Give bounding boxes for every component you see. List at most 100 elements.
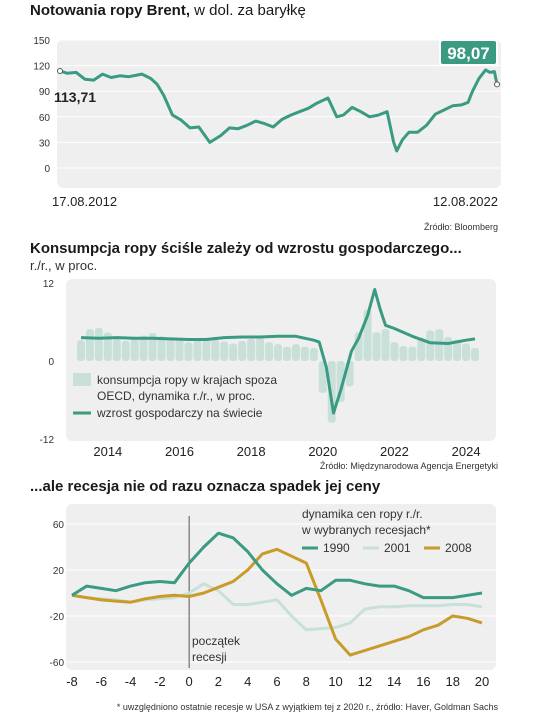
consumption-bar (175, 338, 184, 361)
chart1-title-bold: Notowania ropy Brent, (30, 2, 191, 19)
chart2-xtick-label: 2022 (380, 444, 409, 459)
x-start-label: 17.08.2012 (52, 194, 117, 209)
chart2-xtick-label: 2016 (165, 444, 194, 459)
chart3-xtick-label: 18 (445, 674, 459, 689)
brent-price-line (59, 68, 499, 153)
start-point-marker (57, 67, 63, 74)
consumption-bar (435, 329, 444, 361)
chart3-xtick-label: -4 (125, 674, 137, 689)
consumption-bar (444, 336, 453, 361)
consumption-bar (166, 339, 175, 361)
chart3-xtick-label: 14 (387, 674, 401, 689)
chart2-xtick-label: 2018 (237, 444, 266, 459)
recession-annotation-1: początek (192, 634, 241, 648)
consumption-bar (256, 337, 265, 361)
chart2-xtick-label: 2020 (308, 444, 337, 459)
chart3-ytick-label: 60 (53, 520, 65, 531)
chart1-ytick-label: 90 (39, 87, 51, 98)
chart3-xtick-label: 12 (358, 674, 372, 689)
start-value-label: 113,71 (54, 89, 96, 105)
consumption-bar (238, 340, 247, 361)
consumption-bar (300, 346, 309, 361)
chart1-ytick-label: 60 (39, 113, 51, 124)
consumption-bar (103, 332, 112, 361)
consumption-bar (148, 333, 157, 361)
chart3-xtick-label: 8 (303, 674, 310, 689)
consumption-bar (309, 348, 318, 361)
chart1-panel (57, 40, 501, 188)
chart1-title-rest: w dol. za baryłkę (190, 2, 306, 19)
chart3-ytick-label: 20 (53, 566, 65, 577)
consumption-bar (408, 346, 417, 361)
legend-2001-label: 2001 (384, 541, 411, 555)
chart3-xtick-label: -2 (154, 674, 166, 689)
consumption-bar (274, 344, 282, 361)
chart1-source: Źródło: Bloomberg (424, 222, 498, 232)
consumption-bar (247, 338, 256, 361)
consumption-bar (381, 329, 390, 361)
legend-bar-swatch (73, 373, 91, 386)
chart3-xtick-label: 20 (475, 674, 489, 689)
consumption-bar (471, 348, 480, 361)
recession-1990-line (71, 531, 483, 600)
chart3-xtick-label: 4 (244, 674, 251, 689)
end-point-marker (494, 81, 500, 88)
end-value-box (439, 39, 498, 66)
consumption-bar (211, 339, 220, 361)
legend-bar-label-1: konsumpcja ropy w krajach spoza (97, 373, 277, 387)
x-end-label: 12.08.2022 (433, 194, 498, 209)
legend-2008-label: 2008 (445, 541, 472, 555)
consumption-bar (291, 344, 300, 361)
consumption-bar (390, 342, 399, 361)
consumption-bar (265, 342, 274, 361)
chart2-ytick-label: -12 (40, 435, 55, 446)
consumption-bar (139, 335, 148, 361)
chart3-xtick-label: 6 (273, 674, 280, 689)
chart3-footnote: * uwzględniono ostatnie recesje w USA z … (117, 702, 499, 712)
consumption-bar (453, 339, 462, 361)
chart3-xtick-label: 16 (416, 674, 430, 689)
consumption-bar (462, 343, 471, 361)
chart2-xtick-label: 2024 (452, 444, 481, 459)
brent-price-chart: 0 30 60 90 120 150 113,71 98,07 17.08.2012 12… (33, 36, 501, 232)
chart2-ytick-label: 0 (48, 357, 54, 368)
consumption-bar (318, 361, 327, 393)
consumption-bar (85, 329, 94, 361)
chart1-title: Notowania ropy Brent, w dol. za baryłkę (30, 2, 306, 19)
consumption-bar (193, 340, 202, 361)
consumption-bar (130, 338, 139, 361)
legend-1990-label: 1990 (323, 541, 350, 555)
chart3-xtick-label: 0 (186, 674, 193, 689)
recession-2008-line (71, 547, 483, 657)
chart3-ytick-label: -60 (50, 658, 65, 669)
chart2-subtitle: r./r., w proc. (30, 258, 98, 273)
consumption-bar (112, 338, 121, 361)
chart2-title: Konsumpcja ropy ściśle zależy od wzrostu… (30, 240, 462, 257)
chart1-ytick-label: 30 (39, 138, 51, 149)
chart2-xtick-label: 2014 (93, 444, 122, 459)
end-value-label: 98,07 (447, 44, 490, 63)
consumption-bar (157, 336, 166, 361)
consumption-bar (184, 342, 193, 361)
recession-annotation-2: recesji (192, 650, 227, 664)
consumption-bar (417, 337, 426, 361)
consumption-bar (399, 346, 408, 361)
consumption-bar (76, 340, 85, 361)
chart1-ytick-label: 120 (33, 62, 50, 73)
consumption-bar (220, 341, 229, 361)
consumption-bar (94, 327, 103, 361)
chart3-xtick-label: -6 (96, 674, 108, 689)
chart1-ytick-label: 0 (44, 164, 50, 175)
chart2-source: Źródło: Międzynarodowa Agencja Energetyk… (320, 461, 498, 471)
chart3-xtick-label: 10 (328, 674, 342, 689)
legend-title-2: w wybranych recesjach* (301, 523, 431, 537)
consumption-vs-growth-chart: -12 0 12 2014 2016 2018 2020 2022 2024 konsumpc… (40, 279, 498, 471)
consumption-bar (282, 346, 291, 361)
chart1-ytick-label: 150 (33, 36, 50, 47)
legend-title-1: dynamika cen ropy r./r. (302, 507, 423, 521)
consumption-bar (372, 332, 381, 361)
chart3-xtick-label: 2 (215, 674, 222, 689)
legend-line-label: wzrost gospodarczy na świecie (96, 406, 263, 420)
consumption-bar (229, 343, 238, 361)
